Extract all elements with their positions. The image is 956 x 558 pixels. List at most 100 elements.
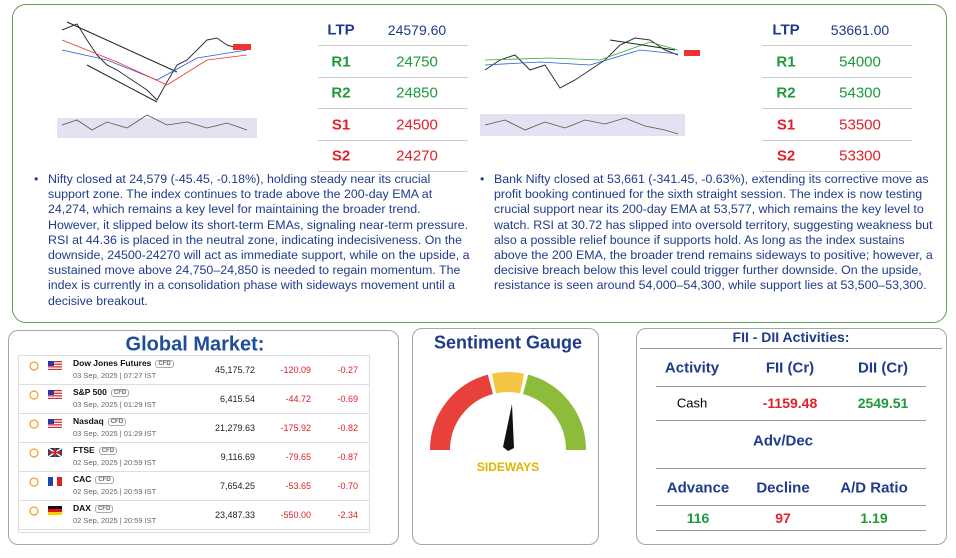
market-change: -175.92: [280, 423, 311, 433]
market-row: DAX CFD 02 Sep, 2025 | 20:59 IST 23,487.33 -…: [19, 501, 369, 530]
adv-dec-title: Adv/Dec: [752, 432, 814, 450]
level-label: R2: [331, 84, 351, 102]
separator: [762, 108, 912, 109]
market-name-text: Dow Jones Futures: [73, 358, 152, 368]
separator: [656, 386, 926, 387]
global-market-panel: [8, 330, 399, 545]
market-price: 21,279.63: [214, 423, 255, 433]
separator: [656, 468, 926, 469]
gauge-needle: [503, 404, 514, 451]
level-label: S2: [776, 147, 796, 165]
row-icons: [29, 419, 62, 429]
market-change-pct: -0.87: [337, 452, 358, 462]
separator: [762, 76, 912, 78]
market-row: CAC CFD 02 Sep, 2025 | 20:59 IST 7,654.25 -5…: [19, 472, 369, 501]
nifty-chart-thumbnail: [57, 10, 273, 163]
global-market-table: Dow Jones Futures CFD 03 Sep, 2025 | 07:27…: [18, 355, 370, 533]
level-label: S1: [331, 116, 351, 133]
market-change-pct: -0.82: [337, 423, 358, 433]
market-change: -120.09: [280, 365, 311, 375]
market-change-pct: -0.69: [337, 394, 358, 404]
market-date: 02 Sep, 2025 | 20:59 IST: [73, 487, 157, 496]
market-date: 02 Sep, 2025 | 20:59 IST: [73, 458, 157, 467]
market-row: FTSE CFD 02 Sep, 2025 | 20:59 IST 9,116.69 -…: [19, 443, 369, 472]
separator: [318, 108, 468, 109]
market-change-pct: -0.27: [337, 365, 358, 375]
level-label: LTP: [327, 21, 355, 39]
market-price: 9,116.69: [220, 452, 255, 462]
separator: [640, 348, 942, 349]
market-change: -44.72: [285, 394, 311, 404]
market-badge: CFD: [107, 418, 127, 426]
row-icons: [29, 390, 62, 400]
market-change-pct: -2.34: [337, 510, 358, 520]
market-badge: CFD: [94, 505, 114, 513]
market-date: 03 Sep, 2025 | 01:29 IST: [73, 429, 157, 438]
nifty-commentary: Nifty closed at 24,579 (-45.45, -0.18%),…: [34, 172, 472, 309]
gauge-bearish: [430, 374, 494, 451]
separator: [656, 420, 926, 421]
market-badge: CFD: [98, 447, 118, 455]
market-name-text: S&P 500: [73, 387, 107, 397]
level-label: R1: [331, 53, 351, 70]
fii-dii-panel: [636, 328, 947, 545]
level-label: R2: [776, 84, 796, 102]
row-icons: [29, 477, 62, 487]
market-badge: CFD: [95, 476, 114, 484]
header-cell: FII (Cr): [765, 359, 815, 377]
market-name: CAC CFD: [73, 474, 114, 484]
gauge-bullish: [522, 374, 586, 451]
row-icons: [29, 361, 62, 371]
market-name-text: DAX: [73, 503, 91, 513]
sentiment-label: SIDEWAYS: [476, 460, 540, 474]
market-date: 02 Sep, 2025 | 20:59 IST: [73, 516, 157, 525]
separator: [656, 505, 926, 506]
market-change: -550.00: [280, 510, 311, 520]
market-name: DAX CFD: [73, 503, 114, 513]
sentiment-title: Sentiment Gauge: [433, 332, 583, 353]
market-date: 03 Sep, 2025 | 01:29 IST: [73, 400, 157, 409]
separator: [318, 45, 468, 46]
fii-dii-title: FII - DII Activities:: [732, 329, 850, 345]
market-price: 23,487.33: [214, 510, 255, 520]
level-value: 24850: [396, 84, 438, 102]
market-name: FTSE CFD: [73, 445, 118, 455]
market-change: -53.65: [285, 481, 311, 491]
level-value: 24270: [396, 147, 438, 165]
market-price: 45,175.72: [214, 365, 255, 375]
row-icons: [29, 447, 63, 458]
market-price: 6,415.54: [219, 394, 255, 404]
market-row: Nasdaq CFD 03 Sep, 2025 | 01:29 IST 21,279.…: [19, 414, 369, 443]
market-price: 7,654.25: [219, 481, 255, 491]
level-label: R1: [776, 53, 796, 70]
market-badge: CFD: [155, 360, 174, 368]
separator: [656, 530, 926, 531]
market-panel: [12, 4, 947, 323]
separator: [762, 45, 912, 46]
sentiment-panel: [412, 328, 599, 545]
header-cell: Advance: [666, 479, 730, 497]
bank-nifty-commentary: Bank Nifty closed at 53,661 (-341.45, -0…: [480, 172, 940, 294]
separator: [762, 139, 912, 141]
decline-value: 97: [775, 510, 791, 526]
level-value: 24750: [396, 53, 438, 70]
row-icons: [29, 506, 62, 516]
gauge-sideways: [491, 372, 525, 394]
market-badge: CFD: [110, 389, 130, 397]
activity-cell: Cash: [676, 395, 708, 411]
header-cell: A/D Ratio: [840, 479, 908, 497]
ratio-value: 1.19: [860, 510, 888, 526]
level-value: 53500: [839, 116, 881, 133]
market-name-text: FTSE: [73, 445, 95, 455]
level-value: 54000: [839, 53, 881, 70]
dii-cell: 2549.51: [857, 395, 909, 411]
header-cell: DII (Cr): [858, 359, 908, 377]
level-value: 54300: [839, 84, 881, 102]
header-cell: Activity: [664, 359, 720, 377]
level-value: 53661.00: [830, 22, 890, 38]
market-date: 03 Sep, 2025 | 07:27 IST: [73, 371, 157, 380]
market-name: Nasdaq CFD: [73, 416, 127, 426]
level-label: S1: [776, 116, 796, 133]
market-change-pct: -0.70: [337, 481, 358, 491]
level-label: S2: [331, 147, 351, 165]
